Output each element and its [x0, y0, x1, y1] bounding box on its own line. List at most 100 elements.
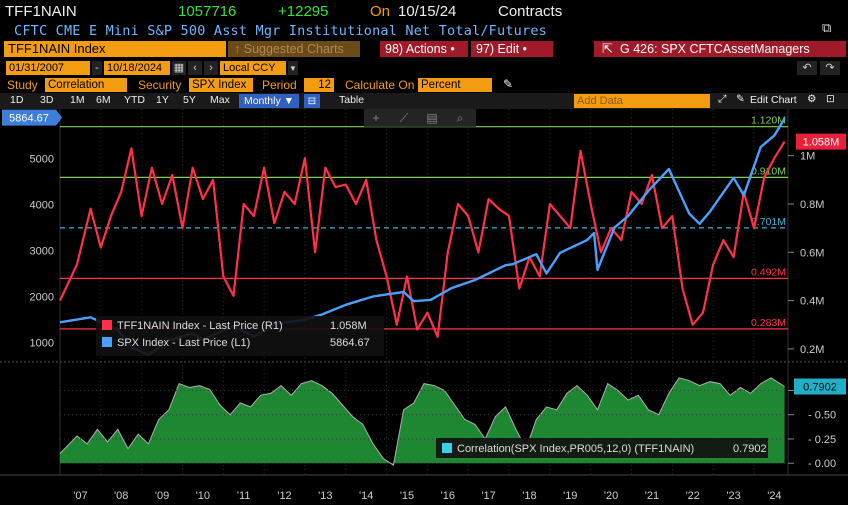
x-tick-label: '09: [155, 490, 169, 502]
settings-icon[interactable]: ⚙: [807, 93, 817, 105]
period-button-3d[interactable]: 3D: [40, 94, 54, 106]
left-tick-label: 4000: [30, 199, 54, 211]
calc-select[interactable]: Percent: [418, 78, 492, 92]
end-date-input[interactable]: 10/18/2024: [104, 61, 170, 75]
description-bar: CFTC CME E Mini S&P 500 Asst Mgr Institu…: [0, 22, 848, 40]
date-separator: -: [92, 61, 102, 75]
right-tick-label: 1M: [800, 151, 815, 163]
correlation-legend-box: [436, 438, 768, 458]
x-tick-label: '07: [73, 490, 87, 502]
period-button-1m[interactable]: 1M: [70, 94, 85, 106]
chart-overlays: + ⟋ ▤ ⌕ 5864.67 1.058M: [2, 109, 846, 150]
period-button-ytd[interactable]: YTD: [124, 94, 145, 106]
edit-chart-button[interactable]: Edit Chart: [750, 94, 797, 106]
x-tick-label: '19: [563, 490, 577, 502]
frequency-select[interactable]: Monthly ▼: [239, 94, 299, 108]
tff-series-line: [59, 141, 786, 338]
x-tick-label: '20: [604, 490, 618, 502]
study-security-input[interactable]: SPX Index: [189, 78, 253, 92]
x-tick-label: '11: [237, 490, 251, 502]
correlation-legend-swatch: [442, 443, 452, 453]
edit-chart-icon[interactable]: ✎: [736, 93, 745, 105]
x-tick-label: '16: [441, 490, 455, 502]
correlation-tick-label: - 0.25: [808, 434, 836, 446]
correlation-last-badge: [794, 378, 846, 395]
x-tick-label: '23: [726, 490, 740, 502]
security-label: Security: [138, 78, 182, 92]
edit-menu[interactable]: 97) Edit •: [471, 41, 553, 57]
correlation-line: [59, 377, 785, 467]
chart-id: G 426: SPX CFTCAssetManagers: [620, 42, 810, 56]
legend-series-name: TFF1NAIN Index - Last Price (R1): [117, 320, 283, 332]
correlation-tick-label: - 0.00: [808, 458, 836, 470]
x-tick-label: '08: [114, 490, 128, 502]
draw-line-icon: ⟋: [400, 111, 409, 125]
pencil-icon[interactable]: ✎: [503, 77, 514, 91]
add-data-placeholder: Add Data: [577, 95, 623, 107]
legend-swatch: [102, 337, 112, 347]
study-label: Study: [7, 78, 38, 92]
currency-select[interactable]: Local CCY: [220, 61, 286, 75]
right-tick-label: 0.2M: [800, 344, 824, 356]
undo-icon[interactable]: ↶: [797, 61, 817, 75]
calc-label: Calculate On: [345, 78, 415, 92]
period-button-1y[interactable]: 1Y: [156, 94, 169, 106]
add-data-input[interactable]: Add Data: [574, 94, 710, 108]
study-select[interactable]: Correlation: [45, 78, 127, 92]
redo-icon[interactable]: ↷: [820, 61, 840, 75]
crosshair-icon: +: [372, 111, 379, 125]
x-tick-label: '17: [481, 490, 495, 502]
external-link-icon[interactable]: ⧉: [822, 20, 832, 35]
unit-label: Contracts: [498, 3, 563, 20]
start-date-input[interactable]: 01/31/2007: [6, 61, 90, 75]
correlation-panel: - 0.00- 0.25- 0.50- 0.750.7902Correlatio…: [59, 377, 846, 470]
table-button[interactable]: Table: [339, 94, 365, 106]
x-tick-label: '15: [400, 490, 414, 502]
on-label: On: [370, 3, 391, 20]
security-input[interactable]: TFF1NAIN Index: [4, 41, 226, 57]
calendar-icon[interactable]: ▦: [172, 61, 186, 75]
period-label: Period: [262, 78, 297, 92]
period-button-5y[interactable]: 5Y: [183, 94, 196, 106]
last-value: 1057716: [178, 3, 237, 20]
layout-icon[interactable]: ⊡: [826, 93, 835, 105]
chart-id-bar: G 426: SPX CFTCAssetManagers: [594, 41, 846, 57]
x-tick-label: '18: [522, 490, 536, 502]
period-bar: 1D 3D 1M 6M YTD 1Y 5Y Max Monthly ▼ ⊟ Table Add…: [0, 93, 848, 109]
reference-line-label: 0.492M: [751, 266, 786, 278]
period-input[interactable]: 12: [304, 78, 334, 92]
legend-series-name: SPX Index - Last Price (L1): [117, 337, 250, 349]
next-period-icon[interactable]: ›: [204, 61, 218, 75]
period-button-1d[interactable]: 1D: [10, 94, 24, 106]
currency-dropdown-icon[interactable]: ▼: [288, 61, 298, 75]
suggested-charts-label: Suggested Charts: [243, 42, 344, 56]
tff-last-badge-text: 1.058M: [803, 137, 840, 149]
right-tick-label: 0.8M: [800, 199, 824, 211]
correlation-legend-name: Correlation(SPX Index,PR005,12,0) (TFF1N…: [457, 443, 694, 455]
suggested-charts-button[interactable]: ↑ Suggested Charts: [228, 41, 360, 57]
x-tick-label: '22: [686, 490, 700, 502]
tff-last-badge: [796, 133, 846, 150]
actions-menu[interactable]: 98) Actions •: [380, 41, 468, 57]
prev-period-icon[interactable]: ‹: [188, 61, 202, 75]
change-value: +12295: [278, 3, 329, 20]
x-tick-label: '21: [645, 490, 659, 502]
x-tick-label: '14: [359, 490, 373, 502]
zoom-icon[interactable]: ⤢: [718, 93, 727, 105]
period-button-max[interactable]: Max: [210, 94, 230, 106]
x-tick-label: '10: [196, 490, 210, 502]
correlation-last-badge-text: 0.7902: [803, 382, 837, 394]
spx-last-badge: [2, 109, 56, 126]
reference-line-label: 0.701M: [751, 216, 786, 228]
chart-type-icon[interactable]: ⊟: [304, 94, 320, 108]
main-toolbar: TFF1NAIN Index ↑ Suggested Charts 98) Ac…: [0, 40, 848, 58]
legend: TFF1NAIN Index - Last Price (R1) 1.058M SP…: [96, 316, 384, 356]
legend-swatch: [102, 320, 112, 330]
spx-badge-pointer: [56, 109, 62, 126]
ticker-header: TFF1NAIN 1057716 +12295 On 10/15/24 Cont…: [0, 0, 848, 22]
period-button-6m[interactable]: 6M: [96, 94, 111, 106]
correlation-legend-last: 0.7902: [733, 443, 767, 455]
left-tick-label: 2000: [30, 292, 54, 304]
launch-icon[interactable]: ⇱: [602, 41, 613, 56]
